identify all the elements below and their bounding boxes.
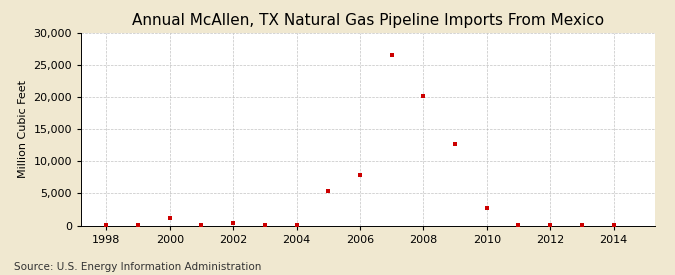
Point bbox=[481, 206, 492, 210]
Point bbox=[227, 221, 238, 226]
Point bbox=[101, 223, 112, 228]
Point bbox=[386, 53, 397, 58]
Point bbox=[291, 223, 302, 227]
Point bbox=[545, 223, 556, 227]
Point bbox=[196, 223, 207, 227]
Point bbox=[259, 222, 270, 227]
Point bbox=[323, 189, 333, 194]
Point bbox=[513, 223, 524, 227]
Title: Annual McAllen, TX Natural Gas Pipeline Imports From Mexico: Annual McAllen, TX Natural Gas Pipeline … bbox=[132, 13, 604, 28]
Point bbox=[164, 216, 175, 220]
Point bbox=[450, 142, 460, 146]
Text: Source: U.S. Energy Information Administration: Source: U.S. Energy Information Administ… bbox=[14, 262, 261, 272]
Point bbox=[354, 173, 365, 177]
Point bbox=[608, 223, 619, 227]
Point bbox=[133, 223, 144, 228]
Point bbox=[418, 94, 429, 98]
Y-axis label: Million Cubic Feet: Million Cubic Feet bbox=[18, 80, 28, 178]
Point bbox=[576, 223, 587, 227]
